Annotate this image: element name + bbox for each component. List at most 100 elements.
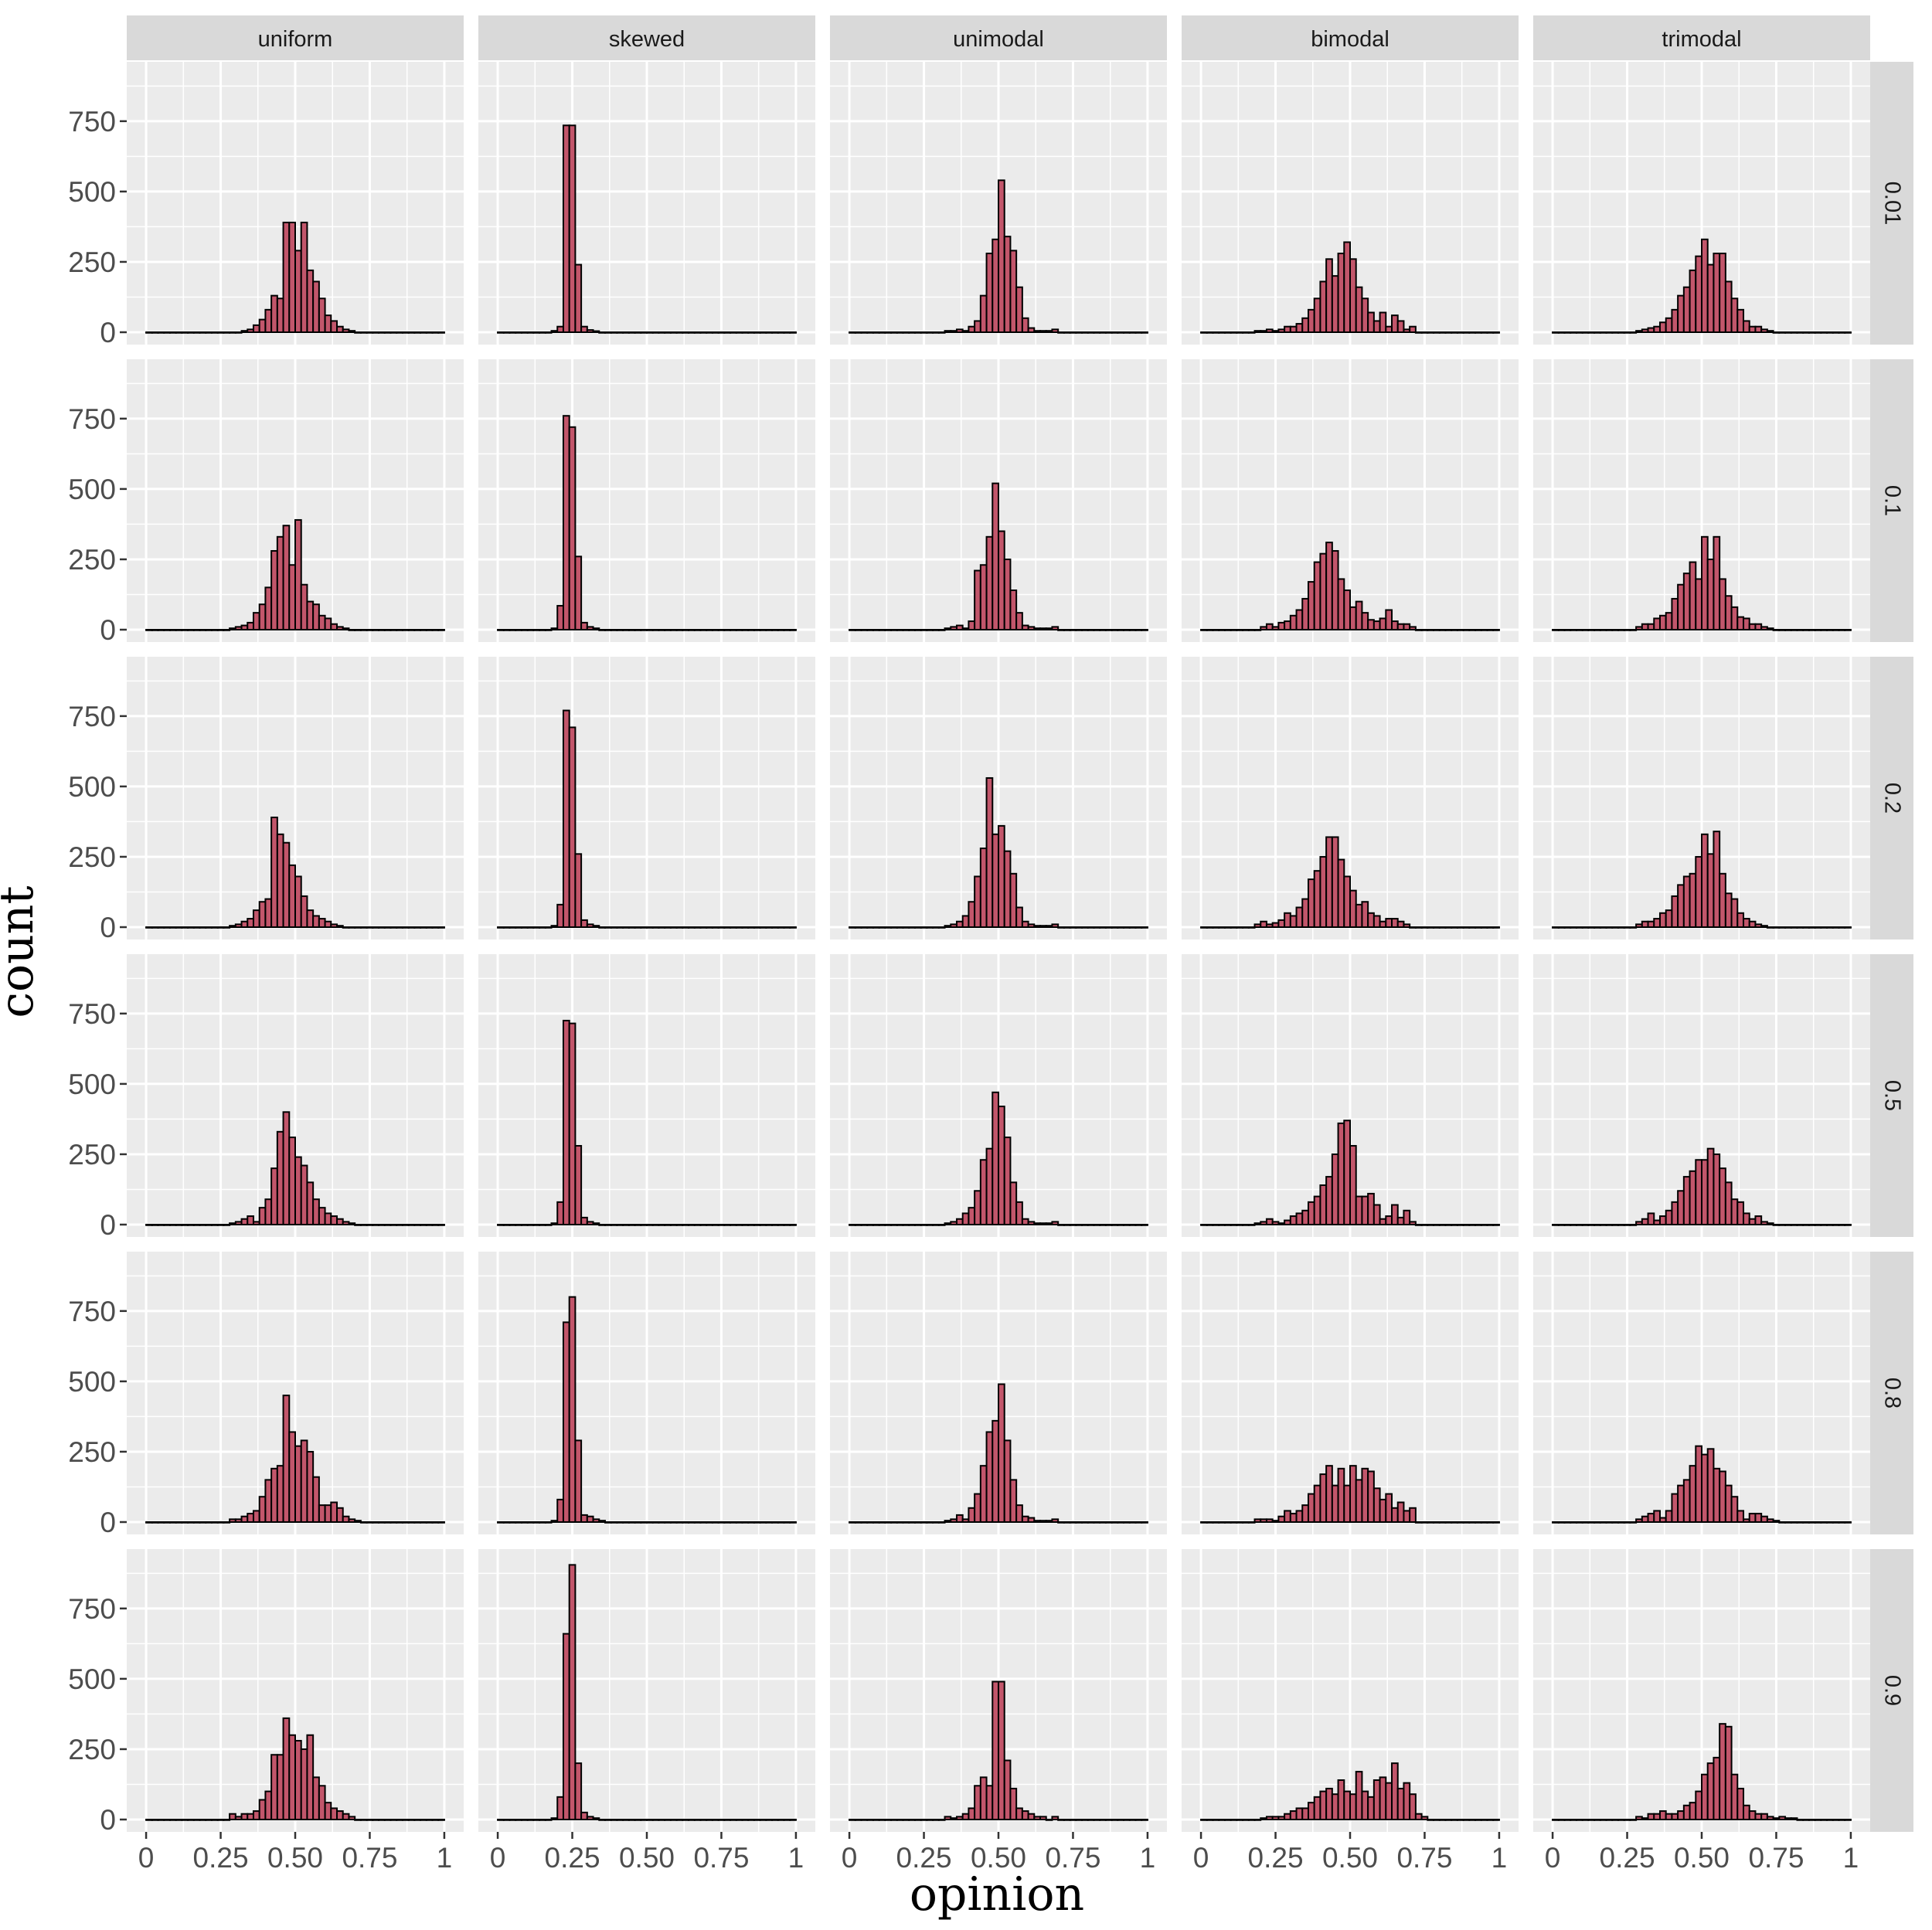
panels <box>127 62 1870 1832</box>
histogram-bar <box>1475 1521 1482 1524</box>
panel <box>830 1252 1167 1534</box>
y-tick-label: 750 <box>68 998 116 1030</box>
histogram-bar <box>1623 331 1631 334</box>
histogram-bar <box>1784 926 1792 929</box>
histogram-bar <box>723 1521 732 1524</box>
histogram-bar <box>437 926 445 929</box>
histogram-bar <box>628 1521 636 1524</box>
histogram-bar <box>1015 906 1023 928</box>
histogram-bar <box>1754 623 1763 630</box>
histogram-bar <box>610 331 618 334</box>
histogram-bar <box>359 926 368 929</box>
histogram-bar <box>1021 1810 1029 1821</box>
histogram-bar <box>735 926 743 929</box>
histogram-bar <box>252 324 260 334</box>
histogram-bar <box>1814 926 1822 929</box>
histogram-bar <box>1682 1176 1691 1226</box>
histogram-bar <box>675 926 684 929</box>
histogram-bar <box>944 925 952 929</box>
histogram-bar <box>998 179 1005 333</box>
histogram-bar <box>979 564 988 630</box>
histogram-bar <box>1754 1513 1763 1524</box>
histogram-bar <box>1635 626 1643 631</box>
histogram-bar <box>1069 331 1077 334</box>
histogram-bar <box>1200 331 1208 334</box>
histogram-bar <box>348 1816 356 1821</box>
x-tick-label: 1 <box>1492 1842 1508 1874</box>
histogram-bar <box>1736 912 1745 928</box>
histogram-bar <box>1760 328 1768 333</box>
histogram-bar <box>520 926 529 929</box>
histogram-bar <box>1605 1521 1614 1524</box>
histogram-bar <box>1104 926 1113 929</box>
histogram-bar <box>1629 1521 1638 1524</box>
histogram-bar <box>1427 331 1435 334</box>
histogram-bar <box>252 1510 260 1523</box>
histogram-bar <box>1665 1209 1673 1225</box>
histogram-bar <box>1331 275 1339 333</box>
row-strip-label: 0.8 <box>1879 1378 1904 1408</box>
histogram-bar <box>1438 926 1447 929</box>
histogram-bar <box>586 329 594 333</box>
histogram-bar <box>282 1111 291 1225</box>
histogram-bar <box>1051 626 1060 631</box>
histogram-bar <box>556 325 564 334</box>
histogram-bar <box>1682 1479 1691 1523</box>
histogram-bar <box>1826 331 1834 334</box>
histogram-bar <box>550 330 559 334</box>
histogram-bar <box>1713 831 1721 929</box>
histogram-bar <box>741 926 750 929</box>
histogram-bar <box>1063 1521 1071 1524</box>
y-axis-title: count <box>0 885 44 1018</box>
histogram-bar <box>324 920 332 929</box>
histogram-bar <box>1557 1521 1566 1524</box>
histogram-bar <box>1403 1782 1411 1820</box>
histogram-bar <box>1658 321 1667 333</box>
histogram-bar <box>1820 926 1828 929</box>
histogram-bar <box>1695 1445 1703 1524</box>
histogram-bar <box>675 1521 684 1524</box>
histogram-bar <box>1277 328 1286 333</box>
histogram-bar <box>324 1802 332 1821</box>
panel <box>127 657 464 940</box>
histogram-bar <box>342 926 350 929</box>
column-strip <box>478 15 815 60</box>
histogram-bar <box>1027 1221 1036 1226</box>
histogram-bar <box>747 926 755 929</box>
histogram-bar <box>324 617 332 631</box>
histogram-bar <box>270 816 278 928</box>
histogram-bar <box>199 1521 207 1524</box>
panel <box>1533 359 1870 642</box>
column-strip <box>1533 15 1870 60</box>
histogram-bar <box>777 926 785 929</box>
histogram-bar <box>1820 1521 1828 1524</box>
histogram-bar <box>1623 926 1631 929</box>
histogram-bar <box>1343 590 1352 630</box>
histogram-bar <box>556 903 564 929</box>
histogram-bar <box>1599 1521 1607 1524</box>
histogram-bar <box>1641 1218 1649 1226</box>
histogram-bar <box>247 621 254 630</box>
histogram-bar <box>1379 1776 1387 1820</box>
histogram-bar <box>1844 926 1852 929</box>
histogram-bar <box>586 1816 594 1821</box>
histogram-bar <box>1826 926 1834 929</box>
histogram-bar <box>252 909 260 928</box>
histogram-bar <box>544 1521 553 1524</box>
panel <box>127 954 464 1237</box>
histogram-bar <box>247 918 254 929</box>
histogram-bar <box>396 926 403 929</box>
x-tick-label: 0 <box>138 1842 155 1874</box>
histogram-bar <box>1677 884 1685 928</box>
histogram-bar <box>282 841 291 928</box>
histogram-bar <box>1427 926 1435 929</box>
histogram-bar <box>276 535 284 631</box>
histogram-bar <box>1009 1787 1018 1820</box>
histogram-bar <box>1265 1816 1274 1821</box>
histogram-bar <box>783 926 791 929</box>
histogram-bar <box>1253 1518 1262 1524</box>
histogram-bar <box>1724 595 1733 630</box>
histogram-bar <box>1629 331 1638 334</box>
histogram-bar <box>955 624 964 631</box>
histogram-bar <box>407 926 416 929</box>
